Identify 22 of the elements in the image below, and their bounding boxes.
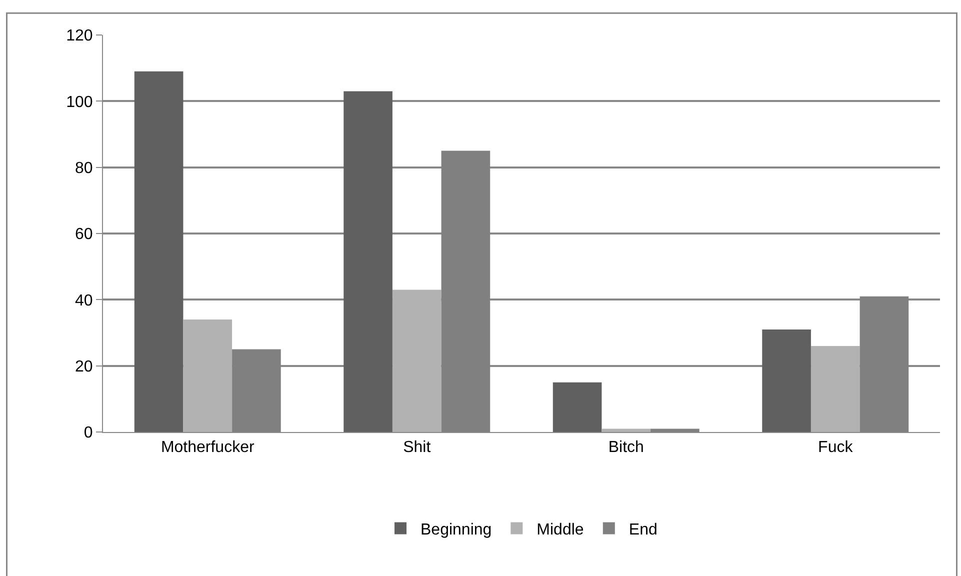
y-tick-label: 120 <box>66 28 93 45</box>
bar <box>344 91 392 432</box>
bar <box>183 320 232 432</box>
bar <box>762 329 811 432</box>
y-tick-label: 60 <box>75 226 93 244</box>
x-tick-label: Bitch <box>608 439 644 456</box>
legend-label: Middle <box>536 522 584 539</box>
y-tick-label: 0 <box>84 424 93 442</box>
y-tick-label: 100 <box>66 94 93 111</box>
y-tick-label: 40 <box>75 292 93 310</box>
bar <box>134 71 184 432</box>
x-tick-label: Motherfucker <box>160 439 255 456</box>
bar <box>602 428 651 432</box>
bar <box>392 290 442 432</box>
x-tick-label: Fuck <box>818 439 854 456</box>
legend-label: Beginning <box>420 522 492 539</box>
y-tick-label: 20 <box>75 358 93 376</box>
bar <box>552 382 602 432</box>
y-tick-label: 80 <box>75 160 93 177</box>
bar <box>810 346 860 432</box>
x-tick-label: Shit <box>403 439 432 456</box>
legend-label: End <box>628 522 658 539</box>
